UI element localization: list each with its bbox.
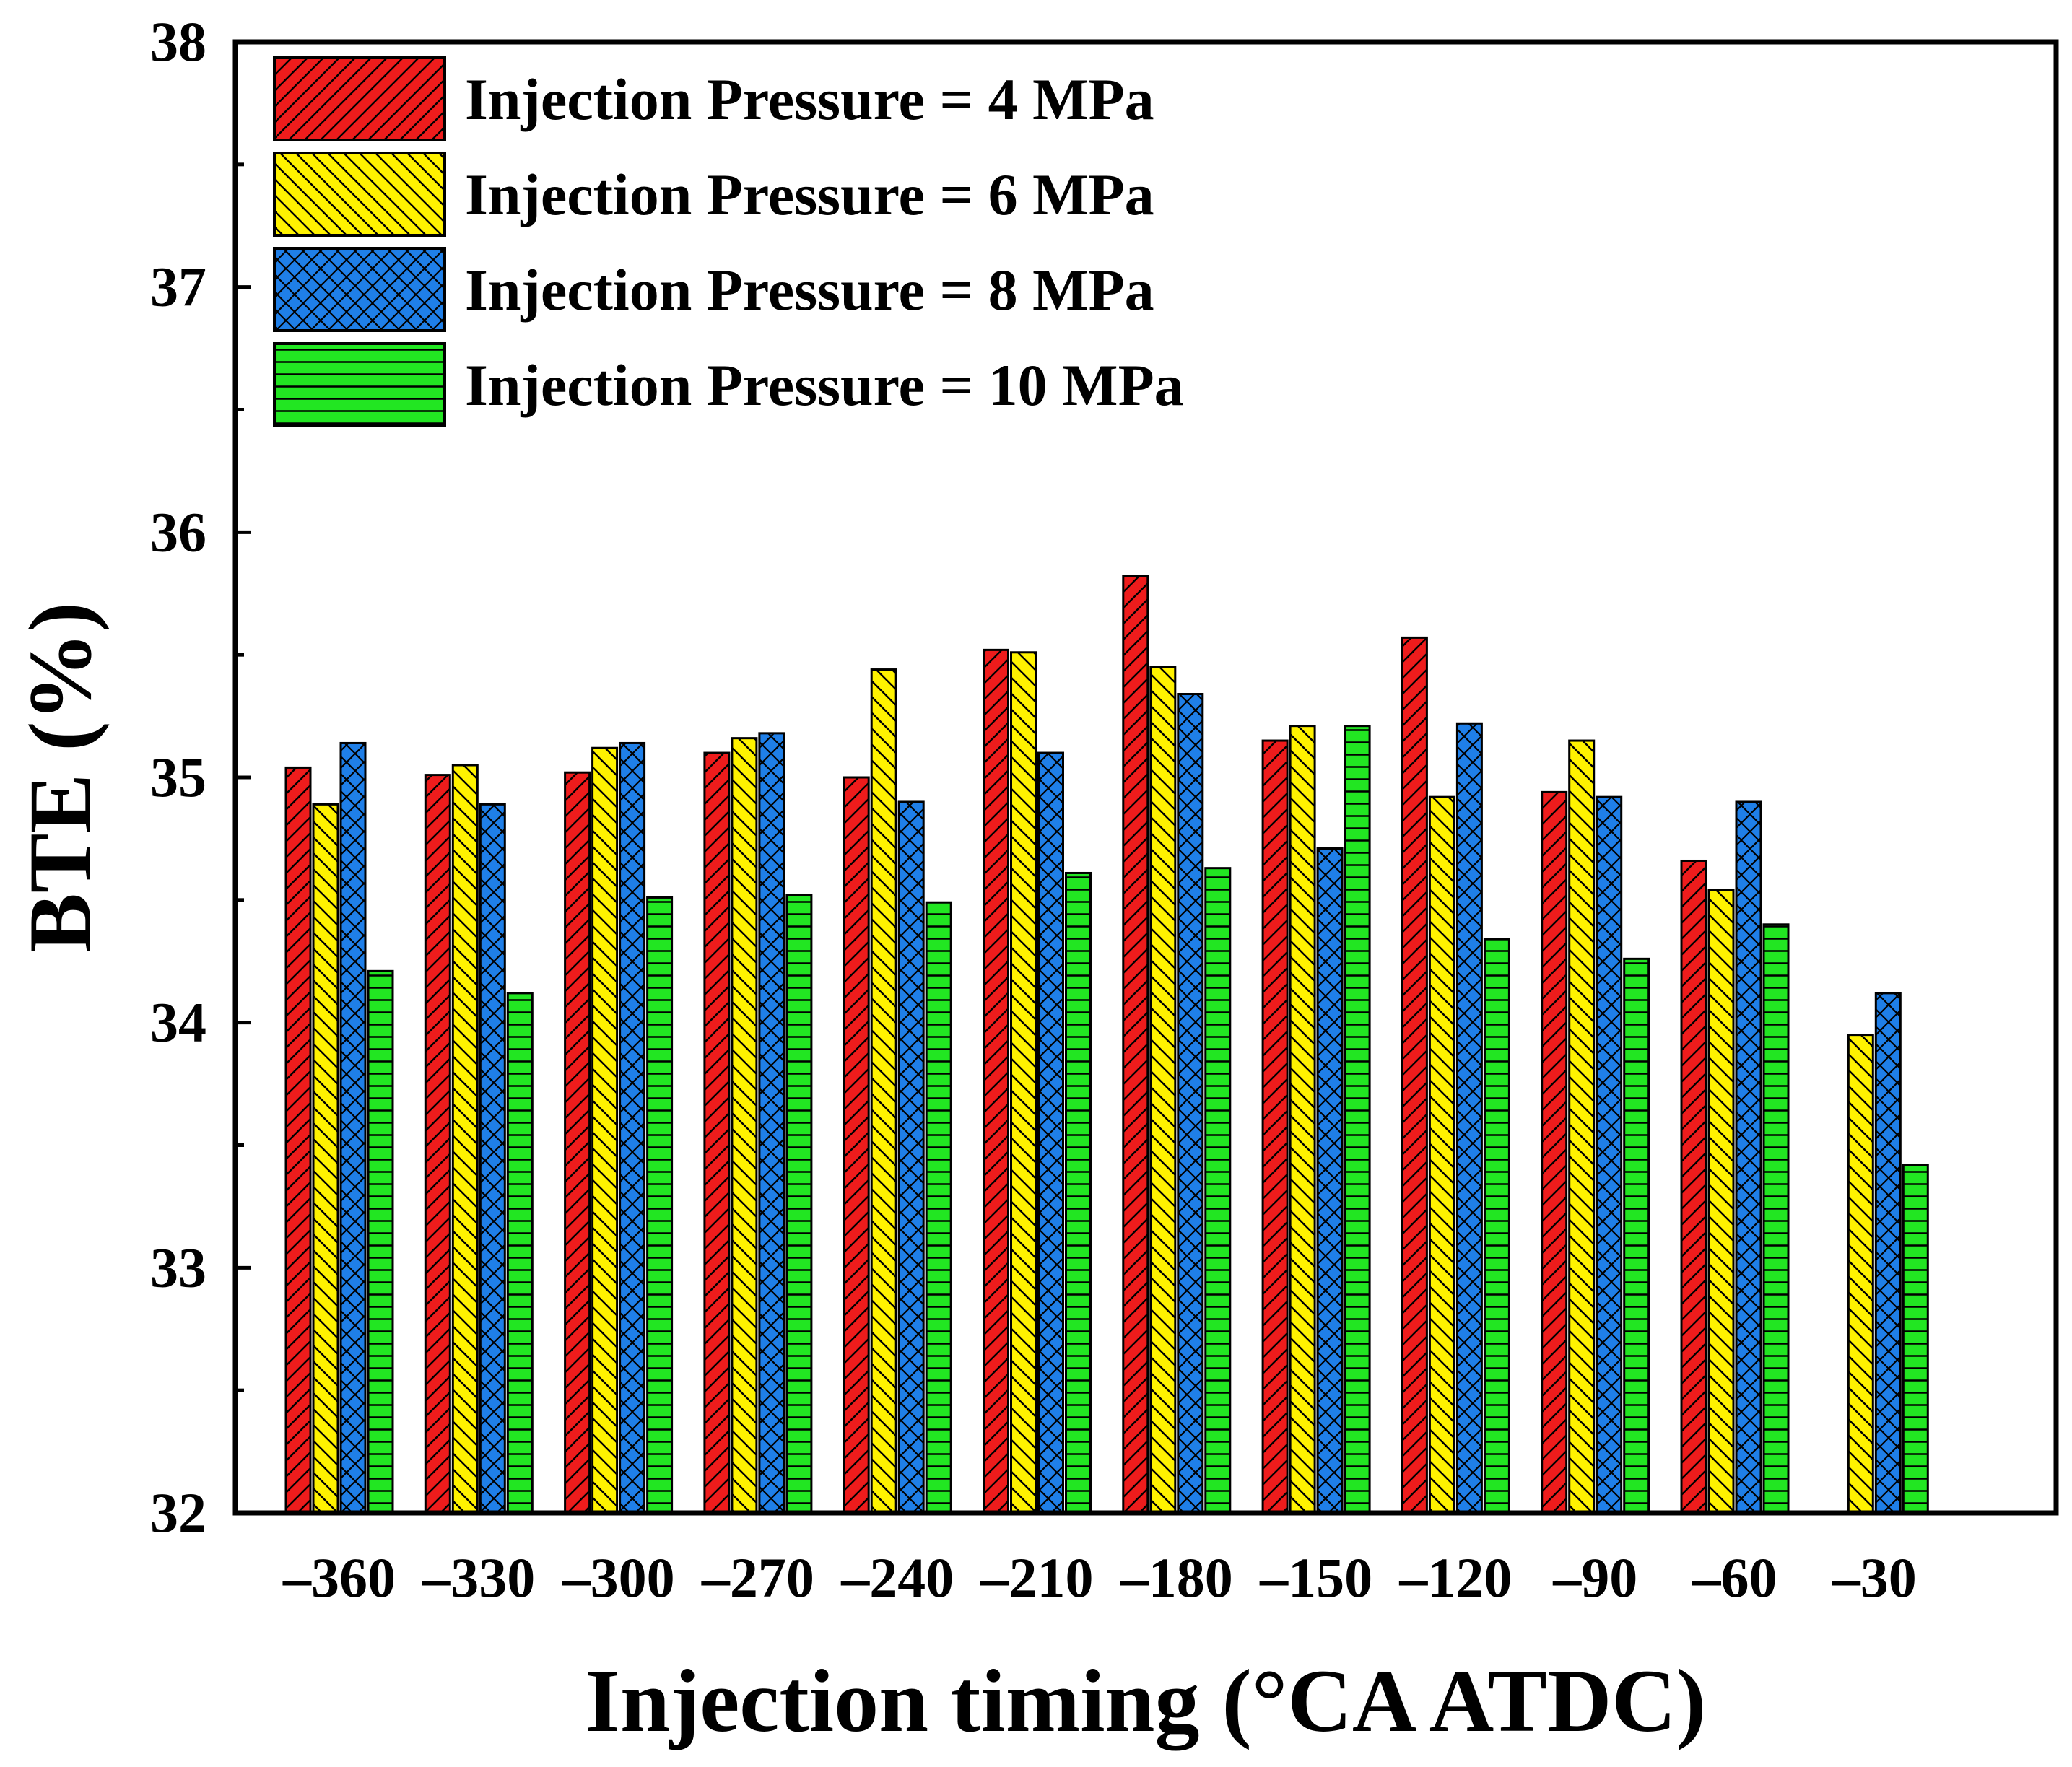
- x-tick-label: –300: [562, 1546, 675, 1609]
- legend: Injection Pressure = 4 MPa Injection Pres…: [273, 56, 1184, 427]
- y-tick-label: 32: [150, 1481, 206, 1544]
- x-axis-title: Injection timing (°CA ATDC): [586, 1652, 1706, 1751]
- bar-series-3-cat-8: [1483, 938, 1510, 1514]
- bar-series-3-cat-1: [506, 992, 534, 1514]
- bar-series-0-cat-4: [843, 776, 870, 1514]
- x-tick-label: –180: [1120, 1546, 1233, 1609]
- x-tick-label: –60: [1692, 1546, 1777, 1609]
- bar-series-2-cat-11: [1874, 992, 1902, 1514]
- bar-series-0-cat-8: [1401, 636, 1428, 1514]
- bar-series-1-cat-2: [591, 746, 619, 1514]
- y-tick-label: 37: [150, 256, 206, 318]
- bar-series-3-cat-3: [785, 894, 813, 1514]
- y-tick-label: 34: [150, 991, 206, 1054]
- y-tick-label: 33: [150, 1236, 206, 1299]
- bar-series-1-cat-9: [1568, 739, 1596, 1514]
- bar-series-3-cat-10: [1762, 923, 1790, 1514]
- bar-series-2-cat-5: [1037, 751, 1064, 1514]
- x-tick-label: –90: [1552, 1546, 1637, 1609]
- bars-group: [284, 575, 1929, 1514]
- bar-series-1-cat-5: [1010, 651, 1037, 1514]
- bar-series-3-cat-9: [1623, 957, 1650, 1514]
- x-tick-label: –150: [1259, 1546, 1372, 1609]
- legend-swatch-0: [273, 56, 446, 141]
- bar-series-3-cat-5: [1065, 871, 1092, 1514]
- x-tick-label: –330: [422, 1546, 535, 1609]
- x-tick-label: –240: [840, 1546, 954, 1609]
- bar-series-0-cat-6: [1122, 575, 1149, 1514]
- bar-series-0-cat-0: [284, 766, 312, 1514]
- legend-swatch-3: [273, 342, 446, 427]
- bar-series-0-cat-2: [564, 771, 591, 1514]
- bar-series-2-cat-7: [1316, 847, 1344, 1514]
- bar-series-2-cat-0: [339, 741, 367, 1514]
- y-axis: 32 33 34 35 36 37 38: [150, 10, 251, 1544]
- x-tick-label: –360: [282, 1546, 396, 1609]
- bar-series-0-cat-10: [1680, 859, 1707, 1514]
- bar-series-1-cat-1: [451, 764, 479, 1514]
- bar-series-2-cat-4: [897, 800, 925, 1514]
- bar-series-1-cat-6: [1149, 666, 1177, 1514]
- bar-series-1-cat-7: [1289, 725, 1316, 1514]
- bar-series-0-cat-9: [1541, 790, 1568, 1514]
- bar-series-2-cat-3: [758, 732, 785, 1514]
- bar-series-2-cat-2: [619, 741, 646, 1514]
- x-tick-label: –120: [1398, 1546, 1512, 1609]
- legend-label-2: Injection Pressure = 8 MPa: [465, 257, 1154, 323]
- bar-series-3-cat-7: [1344, 725, 1371, 1514]
- y-tick-label: 35: [150, 746, 206, 808]
- legend-label-3: Injection Pressure = 10 MPa: [465, 352, 1184, 418]
- bar-series-2-cat-10: [1735, 800, 1762, 1514]
- bar-series-2-cat-6: [1177, 693, 1204, 1514]
- y-tick-label: 38: [150, 10, 206, 73]
- bar-series-0-cat-5: [983, 648, 1009, 1514]
- x-tick-label: –270: [701, 1546, 814, 1609]
- legend-swatch-1: [273, 152, 446, 237]
- y-axis-title: BTE (%): [11, 602, 110, 953]
- x-axis: –360 –330 –300 –270 –240 –210 –180 –150 –120 –90–…: [282, 1546, 1917, 1609]
- bar-series-2-cat-9: [1596, 795, 1623, 1514]
- bar-series-3-cat-4: [925, 901, 952, 1514]
- legend-label-1: Injection Pressure = 6 MPa: [465, 162, 1154, 227]
- bar-series-1-cat-0: [312, 803, 339, 1514]
- bar-series-3-cat-6: [1204, 867, 1232, 1514]
- bar-series-2-cat-8: [1455, 722, 1483, 1514]
- bar-series-0-cat-7: [1261, 739, 1289, 1514]
- bar-series-1-cat-3: [731, 737, 758, 1514]
- legend-label-0: Injection Pressure = 4 MPa: [465, 66, 1154, 132]
- bar-series-2-cat-1: [479, 803, 506, 1514]
- bar-series-0-cat-1: [424, 774, 451, 1514]
- bar-series-0-cat-3: [703, 751, 731, 1514]
- plot-frame: [232, 39, 2059, 1516]
- bar-series-3-cat-2: [646, 896, 674, 1514]
- legend-swatch-2: [273, 247, 446, 332]
- x-tick-label: –210: [980, 1546, 1094, 1609]
- bar-series-1-cat-4: [870, 668, 897, 1514]
- bar-series-3-cat-11: [1902, 1164, 1929, 1514]
- bar-series-1-cat-8: [1428, 795, 1455, 1514]
- y-tick-label: 36: [150, 500, 206, 563]
- bar-series-3-cat-0: [367, 969, 394, 1514]
- x-tick-label: –30: [1832, 1546, 1917, 1609]
- bar-series-1-cat-10: [1707, 889, 1735, 1514]
- bar-series-1-cat-11: [1847, 1034, 1874, 1514]
